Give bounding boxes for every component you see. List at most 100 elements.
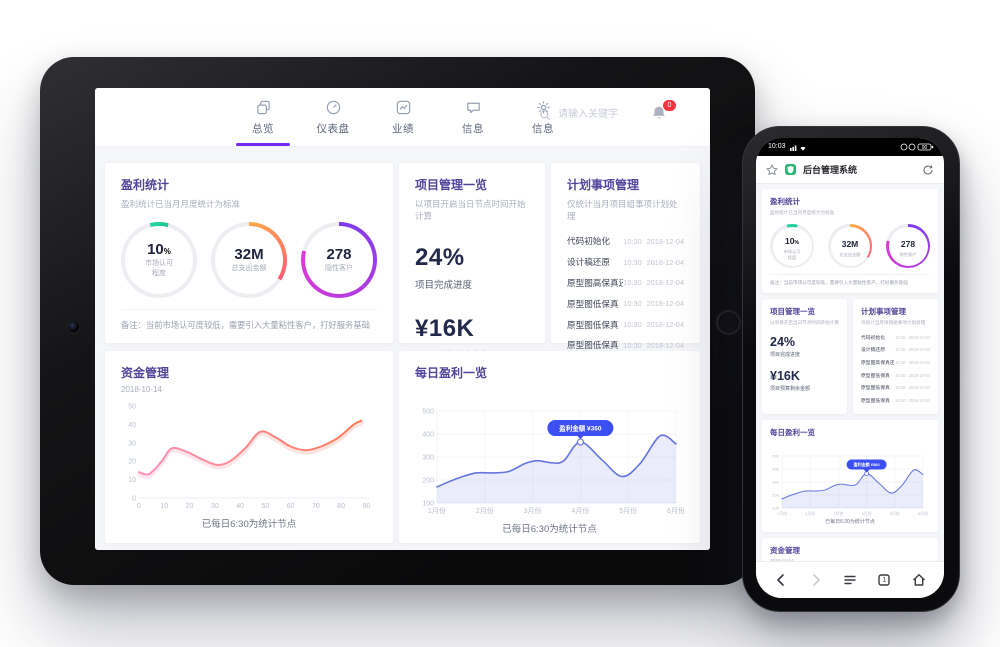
search-box[interactable] [539,108,638,121]
menu-button[interactable] [842,572,858,588]
ring-value: 278 [326,245,352,263]
svg-text:70: 70 [312,503,320,510]
nav-item-1-dashboard[interactable]: 仪表盘 [313,88,353,146]
plan-item-row[interactable]: 代码初始化 10:30 2018-12-04 [567,231,684,252]
profit-stats-card: 盈利统计 盈利统计已当月月度统计为标准 10% 市场认可 程度 32M 总支出金额 278… [105,163,393,343]
search-input[interactable] [556,108,638,121]
donut-ring-2: 278 隐性客户 [886,224,930,268]
plan-item-row[interactable]: 代码初始化 10:30 2018-12-04 [861,331,930,344]
svg-text:200: 200 [422,477,434,484]
home-button[interactable] [911,572,927,588]
daily-profit-area-chart[interactable]: 100 200 300 400 500 1月份 2月份 3月份 4月份 5月份 6月份 盈利金额 ¥3… [415,385,684,519]
plan-item-date: 2018-12-04 [646,236,684,246]
funds-line-chart[interactable]: 0 10 20 30 40 50 0 10 20 30 40 50 60 70 80 90 [121,398,377,514]
plan-item-row[interactable]: 原型图低保真 10:30 2018-12-04 [861,381,930,394]
svg-text:4月份: 4月份 [571,506,589,515]
phone-plan-card: 计划事项管理 仅统计当月项目组事项计划处理 代码初始化 10:30 2018-12-… [853,299,938,414]
phone-daily-profit-chart[interactable]: 100 200 300 400 500 1月份 2月份 3月份 4月份 5月份 6月份 盈利金额 ¥3… [770,441,928,517]
tabs-button[interactable]: 1 [876,572,892,588]
plan-item-row[interactable]: 原型图低保真 10:30 2018-12-04 [567,335,684,356]
plan-item-name: 原型图低保真 [861,398,890,404]
bookmark-star-icon[interactable] [766,164,778,176]
signal-wifi-icons [790,145,806,151]
plan-item-row[interactable]: 原型图低保真 10:30 2018-12-04 [861,394,930,407]
nav-item-2-performance[interactable]: 业绩 [383,88,423,146]
plan-item-date: 2018-12-04 [908,359,930,365]
ring-value: 10 [147,240,164,258]
phone-project-budget-value: ¥16K [770,369,800,383]
plan-item-time: 10:30 [623,320,642,330]
daily-caption: 已每日6:30为统计节点 [502,524,597,535]
plan-item-time: 10:30 [895,385,906,391]
plan-item-name: 原型图低保真 [567,340,619,351]
refresh-icon[interactable] [922,164,934,176]
funds-date: 2018-10-14 [121,385,162,394]
donut-ring-center: 32M 总支出金额 [215,226,283,294]
tab-count: 1 [882,576,887,584]
donut-ring-0: 10% 市场认可 程度 [770,224,814,268]
ring-value: 32M [234,245,264,263]
donut-ring-1: 32M 总支出金额 [828,224,872,268]
tablet-home-button[interactable] [716,310,741,335]
phone-project-budget-label: 项目预算剩余金额 [770,386,811,392]
plan-item-time: 10:30 [895,334,906,340]
battery-percent: 90 [922,145,928,151]
svg-text:300: 300 [422,454,434,461]
phone-funds-card: 资金管理 2018-10-14 010203040500102030405060… [762,537,938,562]
ring-label-2: 程度 [787,255,797,260]
funds-chart-card: 资金管理 2018-10-14 0 10 20 30 40 50 0 10 20 30 40 50 60… [105,351,393,543]
forward-button[interactable] [808,572,824,588]
svg-text:5月份: 5月份 [619,506,637,515]
svg-text:6月份: 6月份 [918,510,928,516]
ring-label: 总支出金额 [231,264,267,272]
plan-item-row[interactable]: 原型图低保真 10:30 2018-12-04 [567,293,684,314]
secure-site-icon [785,164,796,175]
svg-text:5月份: 5月份 [890,510,900,516]
svg-text:500: 500 [422,408,434,415]
donut-ring-2: 278 隐性客户 [301,222,377,298]
daily-profit-chart-card: 每日盈利一览 100 200 300 400 500 1月份 2月份 3月份 4月份 5月份 6月份… [399,351,700,543]
plan-item-row[interactable]: 原型图低保真 10:30 2018-12-04 [567,314,684,335]
plan-item-name: 代码初始化 [567,236,610,247]
plan-item-name: 原型图低保真 [861,386,890,392]
profit-note: 备注：当前市场认可度较低，需要引入大量粘性客户，打好服务基础 [121,309,377,331]
plan-item-name: 原型图低保真 [861,373,890,379]
plan-item-time: 10:30 [895,359,906,365]
plan-item-date: 2018-12-04 [908,397,930,403]
phone-project-title: 项目管理一览 [770,307,815,316]
phone-plan-item-list: 代码初始化 10:30 2018-12-04 设计稿还原 10:30 2018-12-04… [861,331,930,407]
back-button[interactable] [773,572,789,588]
plan-item-row[interactable]: 设计稿还原 10:30 2018-12-04 [567,252,684,273]
ring-unit: % [163,246,171,256]
svg-text:50: 50 [128,403,136,410]
status-time: 10:03 [768,143,786,150]
project-progress-label: 项目完成进度 [415,280,473,291]
ring-label: 总支出金额 [839,251,861,257]
nav-item-4-settings[interactable]: 信息 [523,88,563,146]
nav-label: 仪表盘 [316,122,350,135]
message-icon [466,102,480,113]
svg-text:30: 30 [128,440,136,447]
phone-browser-toolbar: 1 [756,561,944,598]
ring-value: 278 [900,238,916,249]
phone-profit-note: 备注：当前市场认可度较低，需要引入大量粘性客户，打好服务基础 [770,274,930,286]
plan-item-date: 2018-12-04 [908,347,930,353]
plan-item-name: 原型图低保真 [567,298,619,309]
nav-item-3-message[interactable]: 信息 [453,88,493,146]
plan-item-row[interactable]: 原型图低保真 10:30 2018-12-04 [861,369,930,382]
notification-bell[interactable]: 0 [650,100,676,128]
nav-item-0-overview[interactable]: 总览 [236,88,290,146]
plan-item-row[interactable]: 设计稿还原 10:30 2018-12-04 [861,344,930,357]
project-card-title: 项目管理一览 [415,178,488,192]
plan-item-date: 2018-12-04 [646,257,684,267]
phone-screen: 10:03 90 [756,138,944,598]
phone-plan-title: 计划事项管理 [861,307,906,316]
svg-text:300: 300 [772,479,779,484]
phone-project-subtitle: 以项目开启当日节点时间开始计算 [770,320,839,325]
donut-ring-center: 10% 市场认可 程度 [772,226,812,266]
ring-unit: % [794,239,799,246]
phone-project-progress-label: 项目完成进度 [770,352,801,358]
dashboard-icon [326,100,340,114]
